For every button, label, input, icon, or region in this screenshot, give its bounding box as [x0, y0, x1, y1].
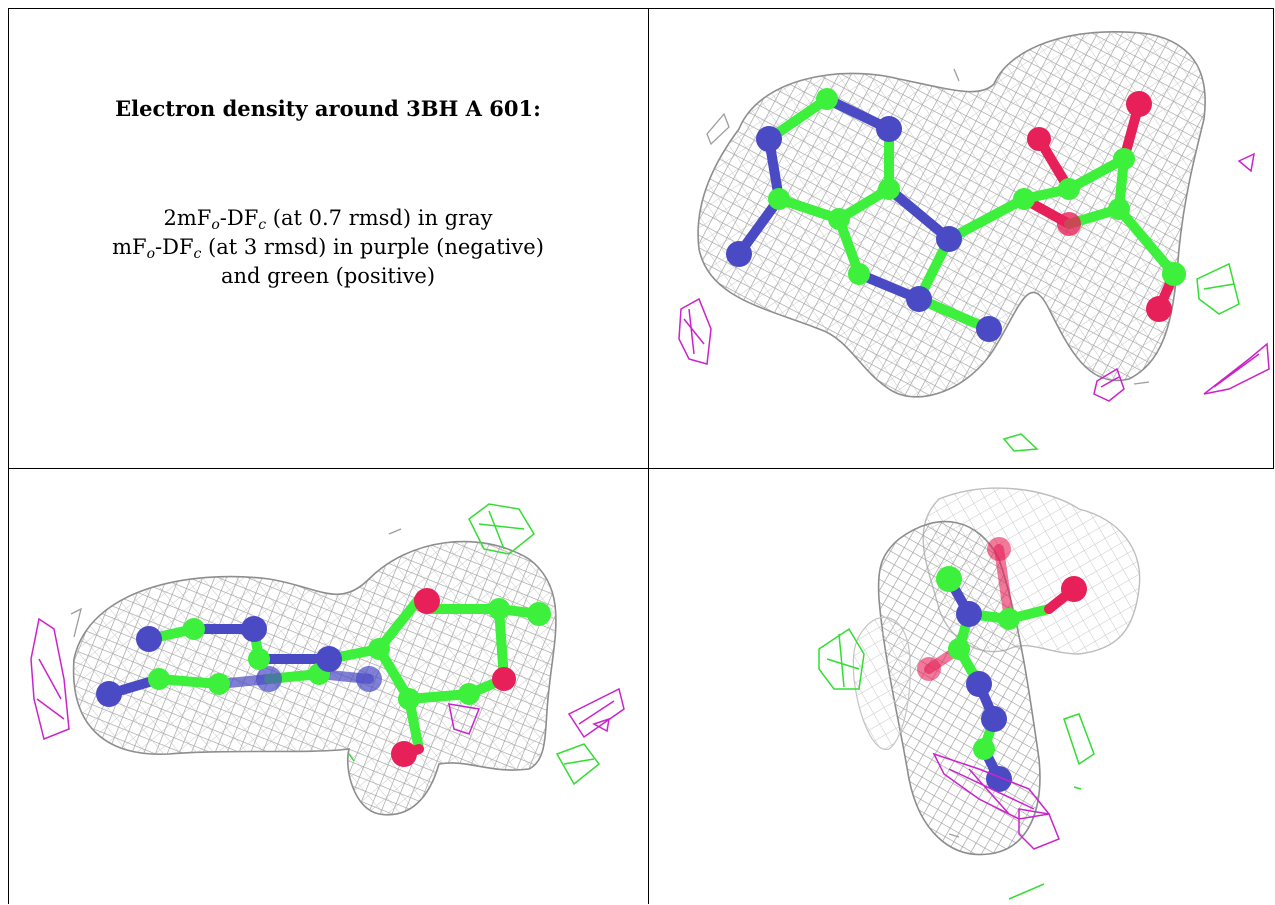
right-border — [1273, 8, 1274, 468]
legend-term: -DF — [219, 206, 259, 230]
ligand-atoms — [917, 537, 1087, 792]
legend-term: -DF — [155, 235, 194, 259]
gray-density-fragments — [70, 528, 402, 638]
legend-line-purple-green: mFo-DFc (at 3 rmsd) in purple (negative) — [8, 233, 648, 262]
negative-density-blobs — [678, 152, 1270, 402]
panel-bottom-right — [649, 469, 1274, 904]
legend-text: 2mFo-DFc (at 0.7 rmsd) in gray mFo-DFc (… — [8, 204, 648, 291]
positive-density-blobs — [1002, 262, 1240, 452]
figure-grid: Electron density around 3BH A 601: 2mFo-… — [8, 8, 1274, 904]
ligand-atoms — [96, 588, 551, 767]
legend-sub: c — [258, 217, 267, 233]
panel-top-right — [649, 9, 1273, 468]
legend-sub: o — [146, 246, 156, 262]
panel-bottom-left — [9, 469, 648, 904]
legend-term: 2mF — [163, 206, 212, 230]
density-view-end-on — [818, 487, 1141, 900]
middle-border — [8, 468, 1274, 469]
center-divider — [648, 8, 649, 904]
figure-title: Electron density around 3BH A 601: — [115, 96, 541, 121]
legend-line-gray: 2mFo-DFc (at 0.7 rmsd) in gray — [8, 204, 648, 233]
negative-density-blobs — [932, 752, 1060, 850]
gray-density-fragments — [948, 833, 960, 838]
top-border — [8, 8, 1274, 9]
ligand-atoms — [726, 88, 1186, 342]
negative-density-blobs — [30, 617, 625, 741]
positive-density-blobs — [818, 627, 1095, 900]
positive-density-blobs — [348, 503, 601, 786]
gray-density-fragments — [706, 68, 1150, 385]
caption-cell: Electron density around 3BH A 601: 2mFo-… — [8, 8, 648, 468]
legend-sub: c — [193, 246, 202, 262]
legend-line-positive: and green (positive) — [220, 264, 436, 288]
density-view-side — [30, 503, 625, 816]
density-view-top — [678, 30, 1270, 452]
legend-desc: (at 0.7 rmsd) in gray — [266, 206, 493, 230]
gray-density-mesh — [697, 30, 1206, 398]
legend-term: mF — [112, 235, 147, 259]
legend-desc: (at 3 rmsd) in purple (negative) — [201, 235, 544, 259]
left-border — [8, 8, 9, 904]
legend-sub: o — [211, 217, 220, 233]
